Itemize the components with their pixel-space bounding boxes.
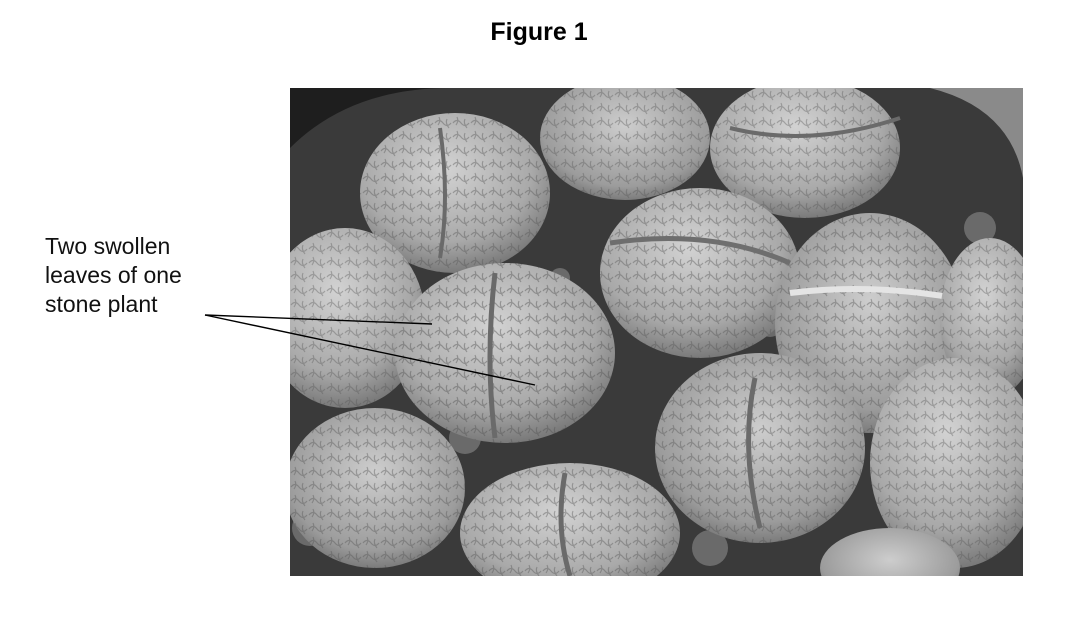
callout-label: Two swollen leaves of one stone plant xyxy=(45,232,182,319)
callout-line-2: leaves of one xyxy=(45,262,182,288)
callout-line-1: Two swollen xyxy=(45,233,171,259)
stone-plant-photo xyxy=(290,88,1023,576)
figure-title: Figure 1 xyxy=(490,18,588,46)
callout-line-3: stone plant xyxy=(45,291,158,317)
